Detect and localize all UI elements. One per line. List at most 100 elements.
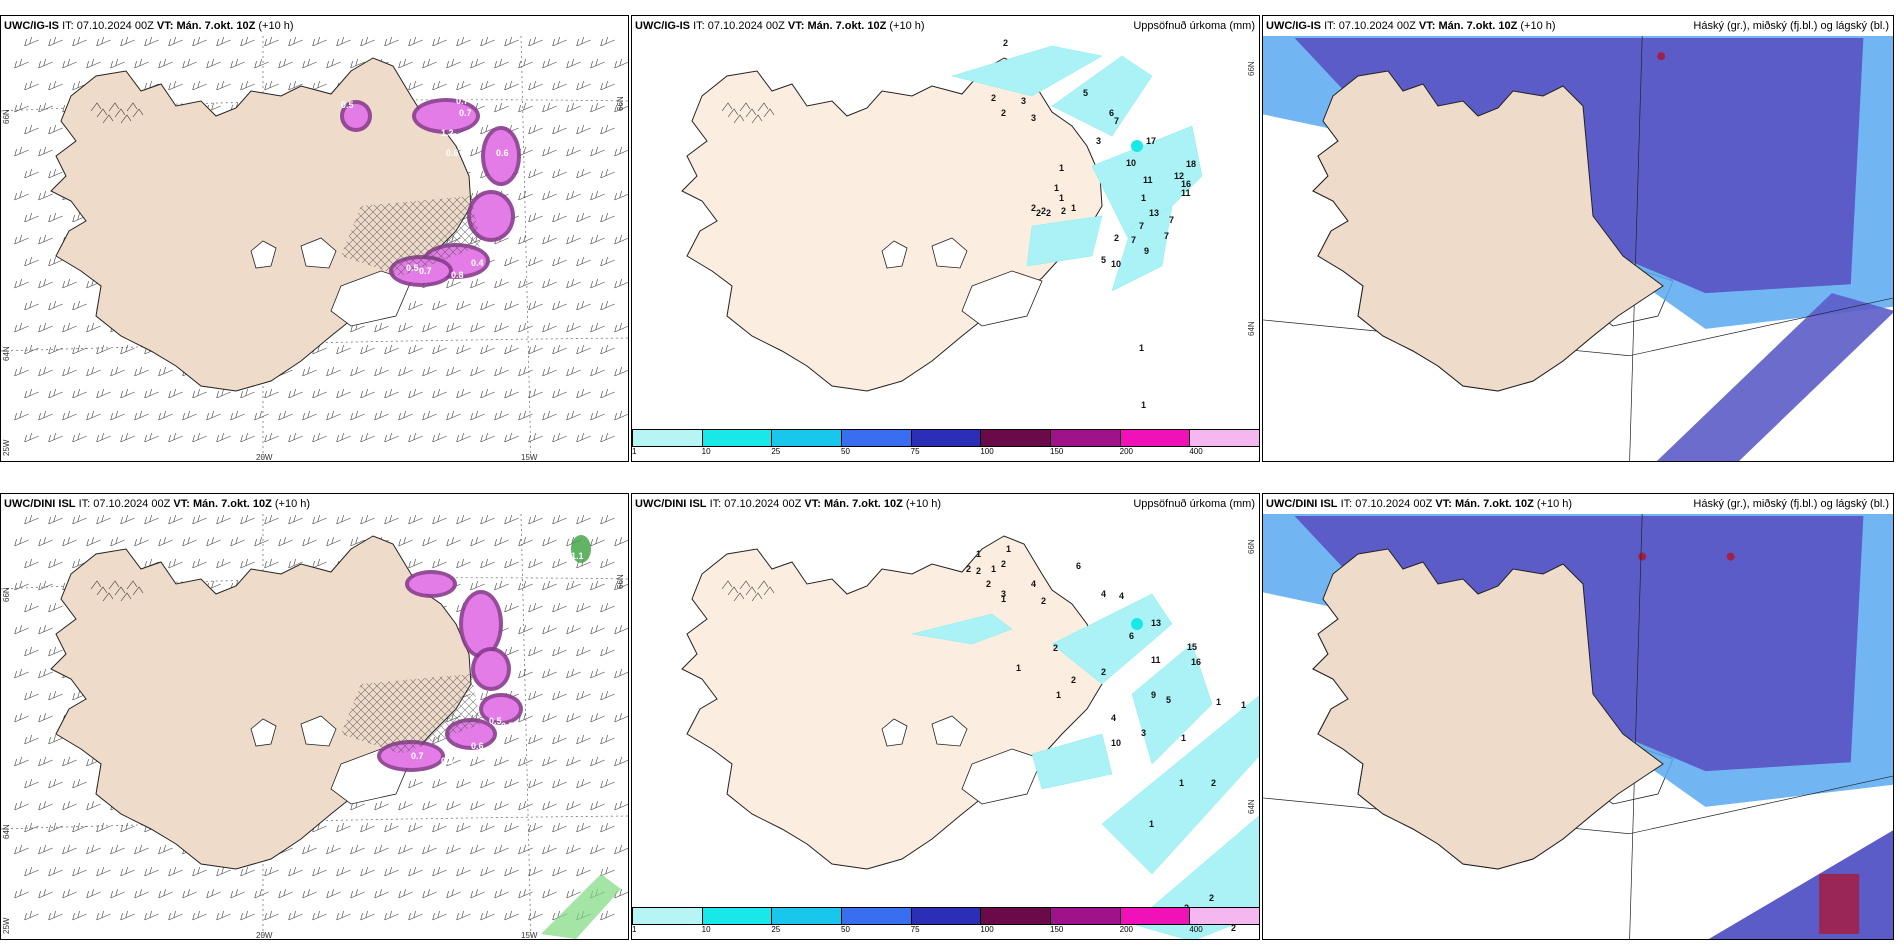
value-label: 1: [1149, 819, 1154, 829]
value-label: 0.6: [496, 148, 509, 158]
value-label: 6: [1129, 631, 1134, 641]
lat-label: 64N: [2, 346, 11, 361]
value-label: 2: [1071, 675, 1076, 685]
value-label: 2: [986, 579, 991, 589]
value-label: 1: [1141, 193, 1146, 203]
value-label: 1.2: [441, 128, 454, 138]
value-label: 1: [1141, 400, 1146, 410]
lat-label: 25W: [2, 439, 11, 456]
value-label: 7: [1131, 235, 1136, 245]
colorbar-segment: [980, 429, 1051, 447]
lat-label: 64N: [2, 824, 11, 839]
panel-title-right: Háský (gr.), miðský (fj.bl.) og lágský (…: [1693, 498, 1889, 510]
value-label: 16: [1191, 657, 1201, 667]
value-label: 1.1: [571, 551, 584, 561]
colorbar-segment: [1119, 907, 1191, 925]
panel-header: UWC/IG-IS IT: 07.10.2024 00Z VT: Mán. 7.…: [635, 20, 925, 32]
value-label: 7: [1114, 116, 1119, 126]
iceland-land-visible: [1312, 548, 1664, 870]
value-label: 1: [1054, 183, 1059, 193]
value-label: 1: [1181, 733, 1186, 743]
colorbar-segment: [701, 907, 773, 925]
lat-label: 66N: [1247, 539, 1256, 554]
value-label: 11: [1151, 655, 1161, 665]
colorbar-segment: [1189, 907, 1259, 925]
value-label: 2: [1001, 108, 1006, 118]
value-label: 2: [1211, 778, 1216, 788]
value-label: 1: [991, 564, 996, 574]
value-label: 0.5: [341, 100, 354, 110]
lon-label: 20W: [256, 931, 273, 940]
value-label: 16: [1181, 179, 1191, 189]
map-panel-bottom-right: UWC/DINI ISL IT: 07.10.2024 00Z VT: Mán.…: [1262, 493, 1894, 940]
value-label: 0.5: [501, 721, 514, 731]
axis-labels: 66N 64N 25W 20W 15W 66N: [2, 96, 625, 462]
value-label: 1: [1059, 163, 1064, 173]
value-label: 17: [1146, 136, 1156, 146]
value-label: 2: [1101, 667, 1106, 677]
value-label: 2: [1031, 203, 1036, 213]
value-label: 3: [1021, 96, 1026, 106]
value-label: 0.6: [446, 148, 459, 158]
lat-label-right: 66N: [616, 574, 625, 589]
lat-label: 64N: [1247, 799, 1256, 814]
value-label: 2: [1041, 596, 1046, 606]
value-label: 7: [1164, 231, 1169, 241]
colorbar-tick: 1: [632, 447, 637, 456]
value-label: 6: [1109, 108, 1114, 118]
value-label: 1: [1241, 700, 1246, 710]
value-label: 3: [1031, 113, 1036, 123]
panel-header: UWC/IG-IS IT: 07.10.2024 00Z VT: Mán. 7.…: [1266, 20, 1556, 32]
value-label: 2: [1041, 206, 1046, 216]
value-label: 1: [1001, 594, 1006, 604]
colorbar-tick: 75: [910, 925, 920, 934]
map-panel-bottom-middle: UWC/DINI ISL IT: 07.10.2024 00Z VT: Mán.…: [631, 493, 1260, 940]
value-label: 0.5: [489, 716, 502, 726]
colorbar-segment: [1119, 429, 1191, 447]
value-label: 2: [1053, 643, 1058, 653]
value-label: 2: [976, 566, 981, 576]
lat-label: 66N: [2, 587, 11, 602]
value-label: 2: [1061, 206, 1066, 216]
wind-snow-map: 1.10.31.01.00.5 0.50.7 0.40.60.666N64N25W2…: [1, 513, 628, 940]
panel-header: UWC/DINI ISL IT: 07.10.2024 00Z VT: Mán.…: [1266, 498, 1573, 510]
lat-label-right: 66N: [616, 96, 625, 111]
value-label: 10: [1126, 158, 1136, 168]
map-panel-top-middle: UWC/IG-IS IT: 07.10.2024 00Z VT: Mán. 7.…: [631, 15, 1260, 462]
value-label: 3: [1096, 136, 1101, 146]
colorbar-segment: [632, 429, 703, 447]
map-panel-top-right: UWC/IG-IS IT: 07.10.2024 00Z VT: Mán. 7.…: [1262, 15, 1894, 462]
value-label: 1: [1006, 544, 1011, 554]
colorbar-segment: [701, 429, 773, 447]
wind-snow-map: 0.5 0.70.60.71.20.60.5 0.7 0.80.466N64N25W2…: [1, 35, 628, 462]
value-label: 10: [1111, 259, 1121, 269]
colorbar-segment: [1050, 429, 1121, 447]
value-label: 0.7: [459, 108, 472, 118]
colorbar-tick: 10: [701, 925, 711, 934]
value-label: 7: [1139, 221, 1144, 231]
value-label: 2: [1001, 559, 1006, 569]
panel-title-right: Háský (gr.), miðský (fj.bl.) og lágský (…: [1693, 20, 1889, 32]
value-label: 18: [1186, 159, 1196, 169]
value-label: 2: [991, 93, 996, 103]
colorbar-tick: 50: [841, 925, 850, 934]
value-labels: 0.5 0.70.60.71.20.60.5 0.7 0.80.4: [341, 96, 509, 280]
iceland-land: [50, 57, 472, 392]
iceland-land-visible: [1312, 70, 1664, 392]
value-label: 1: [1071, 203, 1076, 213]
precip-areas: [951, 45, 1203, 292]
colorbar-segment: [1189, 429, 1259, 447]
colorbar-tick: 100: [980, 925, 994, 934]
value-label: 1: [1016, 663, 1021, 673]
colorbar-segment: [841, 907, 912, 925]
precip-colorbar: 1 10 25 50 75 100 150 200 400: [632, 429, 1259, 456]
value-label: 1: [1139, 343, 1144, 353]
value-label: 9: [1144, 246, 1149, 256]
value-label: 5: [1166, 695, 1171, 705]
value-label: 0.6: [451, 748, 464, 758]
value-label: 5: [1083, 88, 1088, 98]
lon-label: 15W: [521, 453, 538, 462]
